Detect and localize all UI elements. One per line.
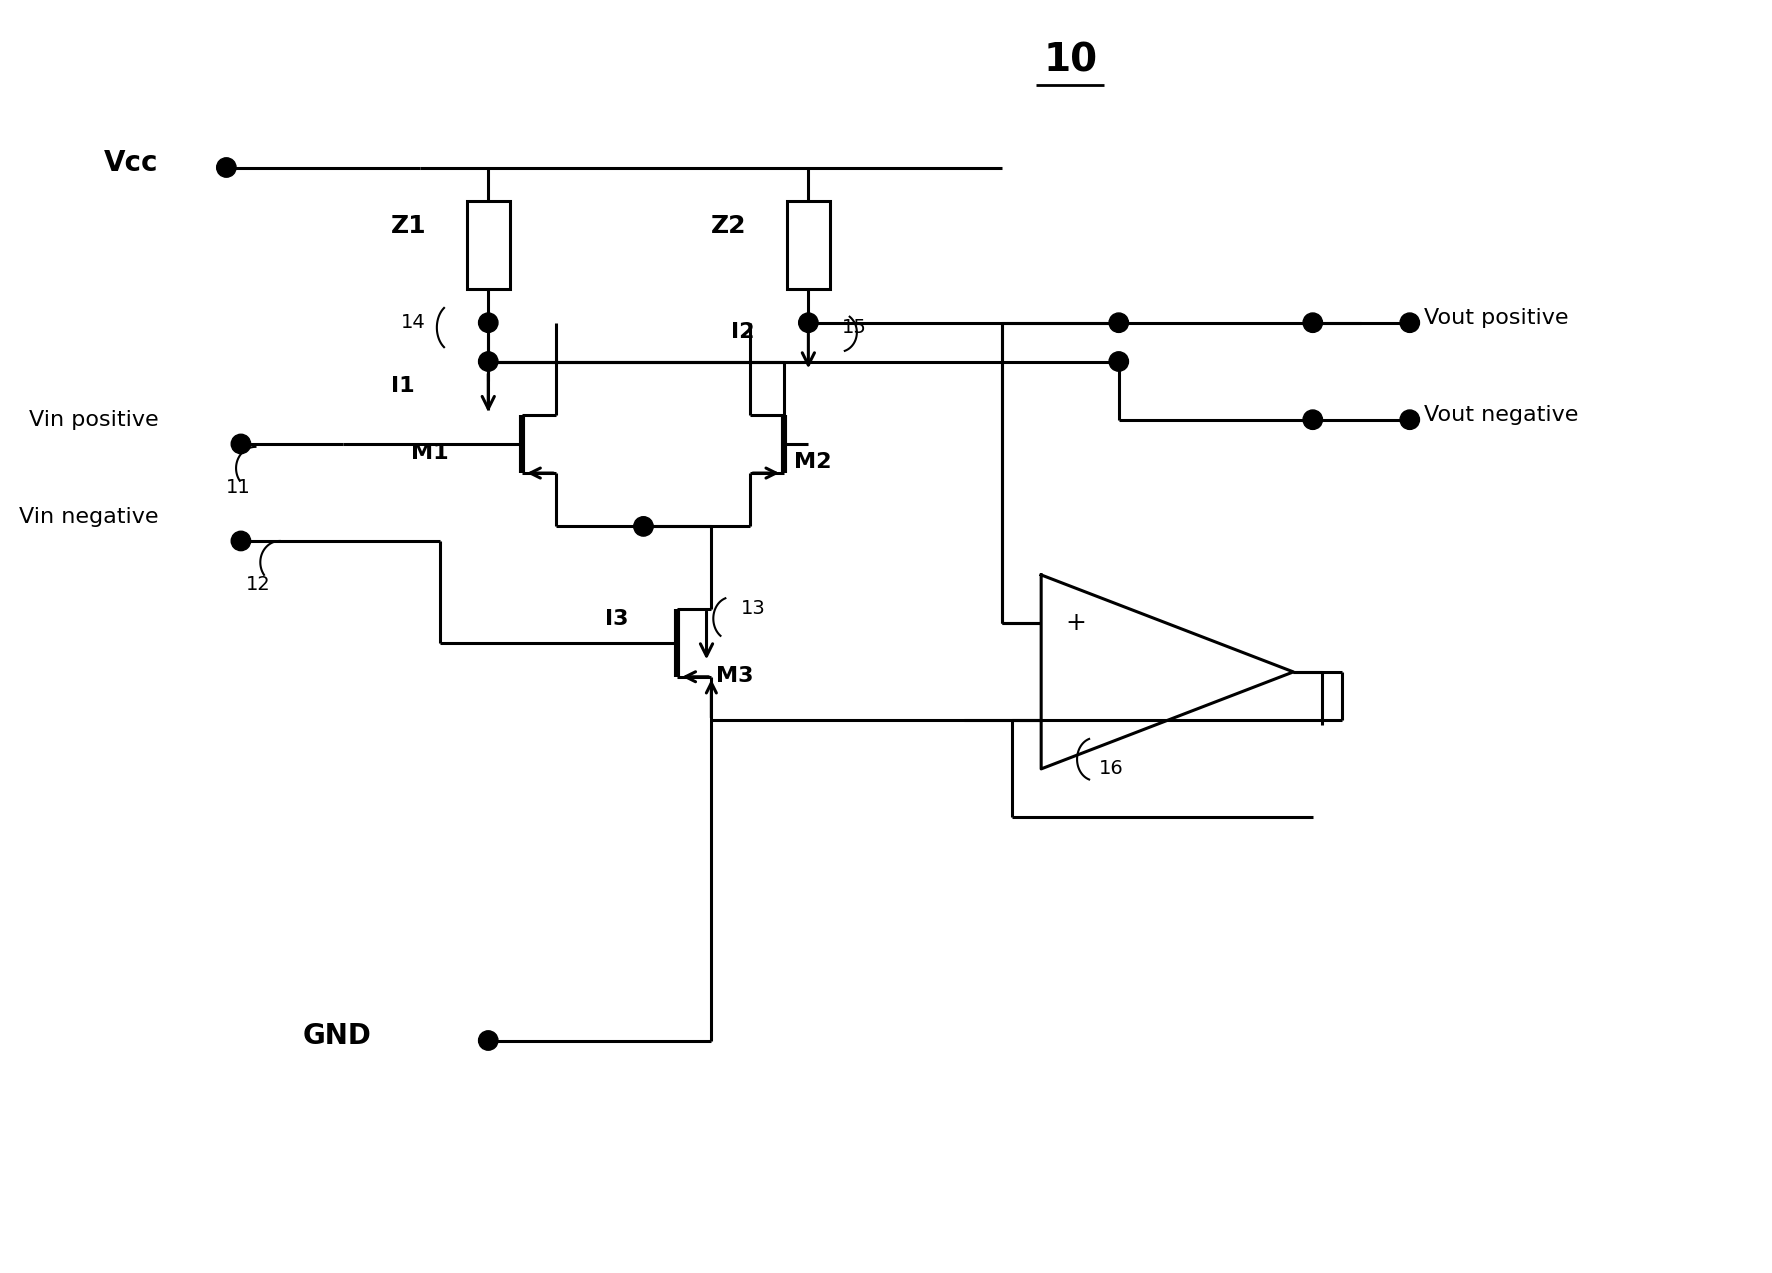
Circle shape (1109, 313, 1129, 332)
Text: 16: 16 (1099, 760, 1123, 778)
Circle shape (478, 351, 498, 372)
Circle shape (478, 1031, 498, 1050)
Circle shape (1400, 410, 1419, 429)
Circle shape (1302, 410, 1322, 429)
Text: 12: 12 (246, 575, 271, 594)
Text: 14: 14 (400, 313, 425, 332)
Text: M2: M2 (794, 452, 831, 472)
Circle shape (1109, 351, 1129, 372)
Text: I1: I1 (392, 376, 415, 396)
Text: 15: 15 (842, 318, 867, 337)
Text: +: + (1065, 611, 1086, 635)
Text: I2: I2 (730, 322, 755, 342)
Text: GND: GND (303, 1022, 372, 1050)
Text: 13: 13 (741, 600, 766, 619)
Text: Vout positive: Vout positive (1425, 308, 1568, 328)
Text: 10: 10 (1044, 42, 1097, 80)
Text: 11: 11 (227, 479, 252, 496)
Text: Vin positive: Vin positive (28, 410, 158, 430)
Circle shape (478, 313, 498, 332)
Text: Z1: Z1 (392, 214, 427, 238)
Text: M3: M3 (716, 666, 753, 686)
Circle shape (230, 434, 250, 453)
Text: -: - (1065, 708, 1074, 732)
Text: I3: I3 (604, 608, 627, 629)
Text: Z2: Z2 (711, 214, 746, 238)
Bar (787, 201, 829, 289)
Circle shape (634, 517, 654, 536)
Circle shape (799, 313, 819, 332)
Text: Vin negative: Vin negative (19, 507, 158, 527)
Text: M1: M1 (411, 443, 448, 462)
Circle shape (216, 158, 236, 177)
Text: Vcc: Vcc (105, 149, 158, 177)
Circle shape (1400, 313, 1419, 332)
Circle shape (230, 531, 250, 551)
Circle shape (1302, 313, 1322, 332)
Bar (466, 201, 510, 289)
Text: Vout negative: Vout negative (1425, 405, 1579, 425)
